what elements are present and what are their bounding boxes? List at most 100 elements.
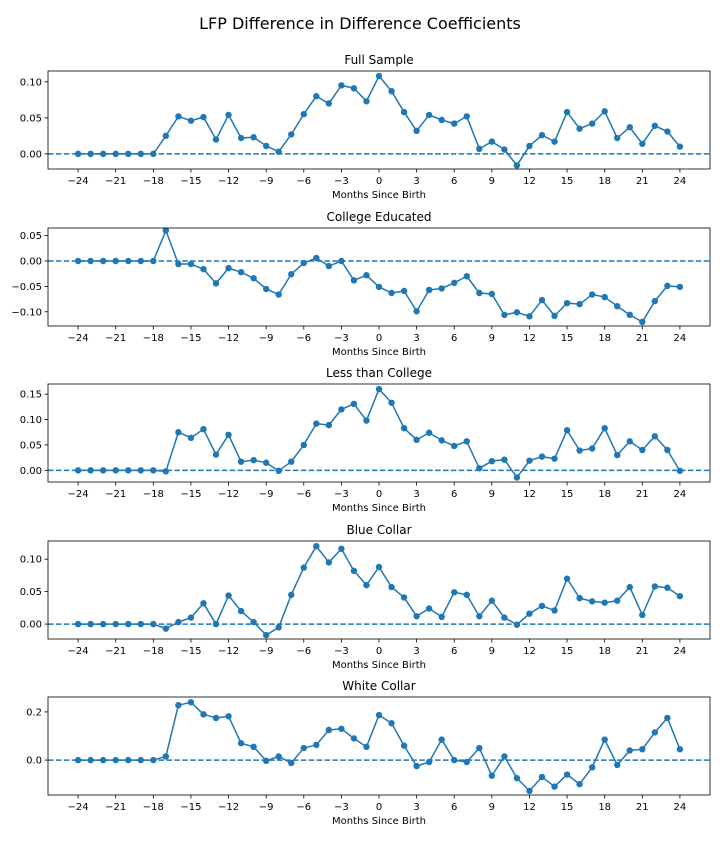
x-tick-label: 9 bbox=[489, 489, 495, 500]
data-point bbox=[300, 744, 307, 752]
x-tick-label: 18 bbox=[598, 489, 611, 500]
data-point bbox=[275, 291, 282, 298]
data-point bbox=[137, 257, 144, 265]
data-point bbox=[588, 445, 596, 452]
data-point bbox=[626, 124, 633, 131]
data-point bbox=[388, 583, 395, 591]
series-line bbox=[78, 75, 681, 167]
data-point bbox=[338, 257, 345, 265]
data-point bbox=[501, 753, 508, 760]
subplot-2: College Educated −24 −21 −18 −15 −12 −9 −6 −3 0 3 6… bbox=[11, 210, 711, 358]
data-point bbox=[413, 762, 420, 770]
data-point bbox=[237, 607, 245, 615]
data-point bbox=[563, 427, 571, 434]
x-tick-label: 18 bbox=[598, 802, 611, 813]
data-point bbox=[350, 400, 358, 408]
data-point bbox=[338, 406, 345, 413]
data-point bbox=[187, 614, 195, 621]
data-point bbox=[501, 146, 508, 153]
data-point bbox=[563, 771, 571, 778]
x-axis-label: Months Since Birth bbox=[332, 503, 426, 514]
data-point bbox=[262, 459, 270, 466]
data-point bbox=[212, 136, 220, 143]
data-point bbox=[488, 772, 496, 779]
x-tick-label: 9 bbox=[489, 802, 495, 813]
subplot-1: Full Sample −24 −21 −18 −15 −12 −9 −6 −3 0 3 6 9 12 15… bbox=[20, 53, 711, 201]
data-point bbox=[664, 282, 671, 290]
data-point bbox=[99, 467, 107, 474]
data-point bbox=[513, 474, 521, 481]
data-point bbox=[538, 773, 546, 781]
data-point bbox=[187, 117, 195, 124]
data-point bbox=[651, 729, 659, 736]
data-point bbox=[413, 613, 420, 620]
data-point bbox=[237, 458, 245, 465]
x-tick-label: 0 bbox=[376, 333, 382, 344]
data-point bbox=[651, 122, 659, 129]
x-tick-label: −15 bbox=[180, 333, 201, 344]
data-point bbox=[463, 758, 470, 766]
data-point bbox=[626, 311, 633, 319]
data-point bbox=[87, 150, 94, 158]
x-tick-label: −6 bbox=[296, 176, 311, 187]
data-point bbox=[551, 607, 558, 614]
data-point bbox=[526, 313, 533, 320]
x-tick-label: 18 bbox=[598, 333, 611, 344]
data-point bbox=[388, 289, 395, 297]
data-point bbox=[639, 140, 646, 147]
y-tick-label: 0.15 bbox=[20, 390, 42, 401]
data-point bbox=[363, 98, 370, 105]
x-tick-label: 0 bbox=[376, 802, 382, 813]
x-tick-label: −9 bbox=[259, 802, 274, 813]
x-tick-label: −15 bbox=[180, 646, 201, 657]
y-tick-label: 0.10 bbox=[20, 415, 42, 426]
data-point bbox=[513, 309, 521, 316]
y-tick-label: 0.10 bbox=[20, 77, 42, 88]
data-point bbox=[400, 287, 408, 295]
data-point bbox=[476, 145, 483, 153]
x-tick-label: −15 bbox=[180, 176, 201, 187]
data-point bbox=[526, 142, 533, 150]
data-point bbox=[588, 764, 596, 771]
x-tick-label: 24 bbox=[674, 176, 687, 187]
x-tick-label: −6 bbox=[296, 646, 311, 657]
data-point bbox=[112, 257, 119, 265]
data-point bbox=[576, 447, 583, 454]
x-tick-label: 18 bbox=[598, 176, 611, 187]
data-point bbox=[150, 150, 157, 158]
data-point bbox=[162, 468, 170, 475]
y-tick-label: 0.05 bbox=[20, 113, 42, 124]
data-point bbox=[375, 563, 383, 571]
x-tick-label: 12 bbox=[523, 646, 536, 657]
x-tick-label: 6 bbox=[451, 802, 457, 813]
data-point bbox=[400, 424, 408, 432]
data-point bbox=[313, 542, 320, 550]
data-point bbox=[614, 134, 621, 142]
y-tick-label: 0.00 bbox=[20, 620, 42, 631]
data-point bbox=[99, 756, 107, 764]
x-tick-label: −3 bbox=[334, 489, 349, 500]
data-point bbox=[225, 431, 232, 438]
data-point bbox=[125, 620, 132, 628]
x-tick-label: 6 bbox=[451, 176, 457, 187]
x-tick-label: −21 bbox=[105, 646, 126, 657]
data-point bbox=[200, 711, 207, 718]
data-point bbox=[74, 467, 82, 474]
data-point bbox=[526, 787, 533, 795]
data-point bbox=[200, 113, 207, 121]
data-point bbox=[350, 735, 358, 742]
x-tick-label: −21 bbox=[105, 802, 126, 813]
x-tick-label: −15 bbox=[180, 489, 201, 500]
data-point bbox=[413, 436, 420, 444]
x-tick-label: 12 bbox=[523, 333, 536, 344]
data-point bbox=[601, 599, 608, 606]
data-point bbox=[150, 620, 157, 628]
data-point bbox=[551, 783, 558, 790]
data-point bbox=[664, 128, 671, 135]
data-point bbox=[338, 82, 345, 89]
data-point bbox=[137, 756, 144, 764]
data-point bbox=[150, 257, 157, 265]
data-point bbox=[375, 711, 383, 719]
x-tick-label: 0 bbox=[376, 489, 382, 500]
data-point bbox=[313, 741, 320, 749]
